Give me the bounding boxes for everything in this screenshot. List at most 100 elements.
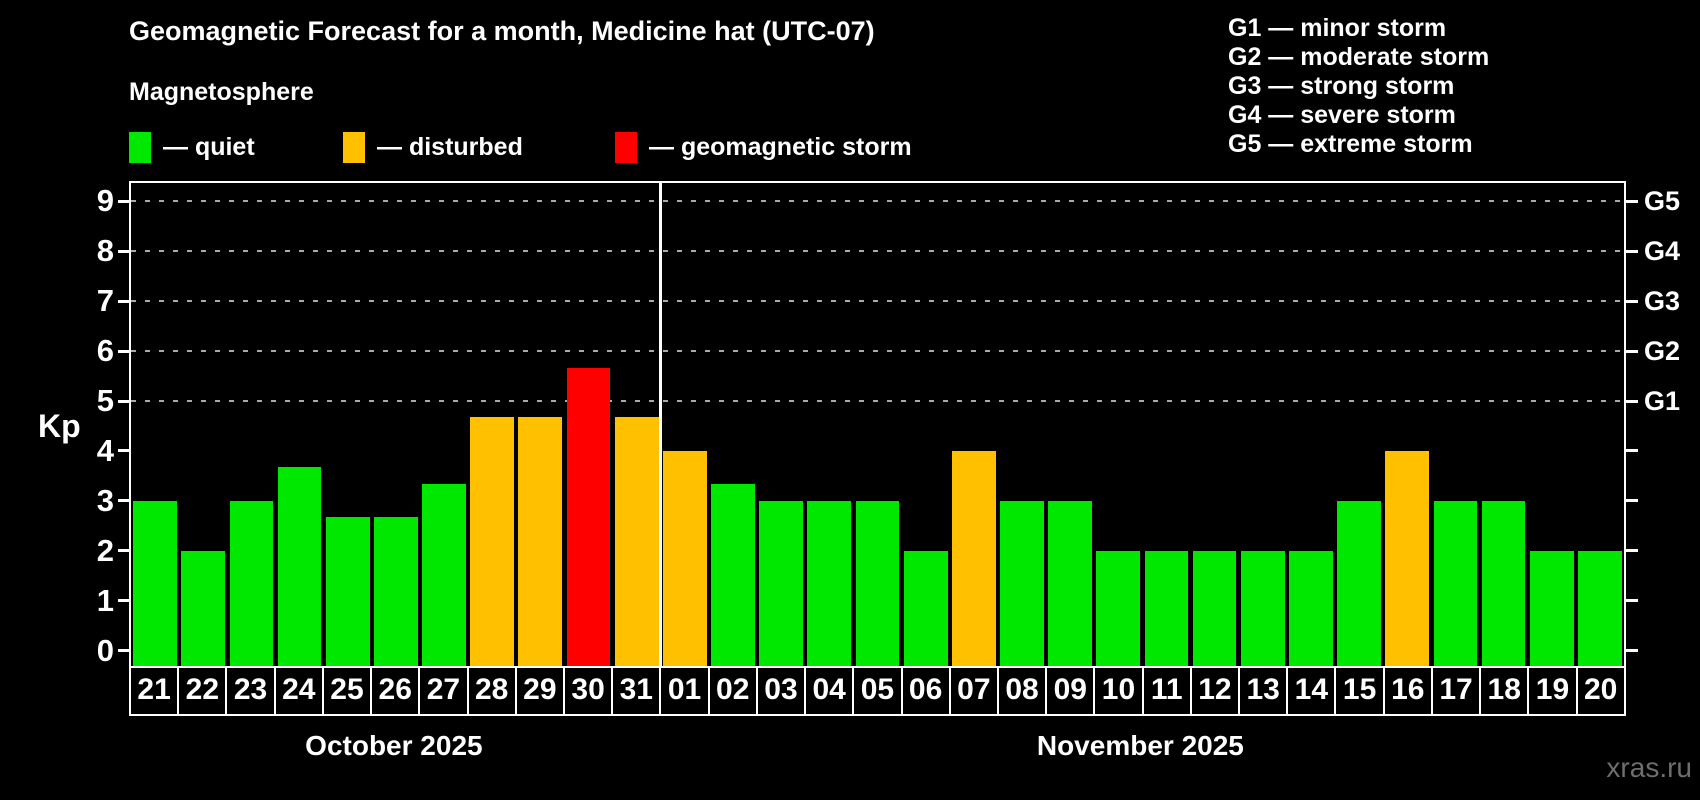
y-tick-label: 4	[96, 432, 114, 468]
kp-bar-november-03	[759, 500, 804, 667]
kp-bar-november-02	[711, 484, 755, 667]
y-axis-tick	[118, 549, 130, 553]
kp-bar-october-26	[374, 517, 418, 667]
watermark: xras.ru	[1606, 752, 1692, 783]
right-axis-tick	[1626, 599, 1638, 603]
legend-item-quiet: — quiet	[129, 130, 255, 164]
y-axis-tick	[118, 349, 130, 353]
date-label-30: 30	[565, 668, 614, 714]
date-label-27: 27	[420, 668, 469, 714]
kp-bar-october-30	[566, 367, 611, 667]
legend-item-storm: — geomagnetic storm	[615, 130, 912, 164]
date-label-26: 26	[372, 668, 421, 714]
kp-bar-october-28	[470, 417, 515, 667]
gridline-kp8	[131, 250, 1624, 253]
kp-bar-november-18	[1481, 500, 1526, 667]
date-label-17: 17	[1433, 668, 1482, 714]
gridline-kp9	[131, 200, 1624, 203]
y-tick-label: 5	[96, 383, 114, 418]
storm-scale-item-g4: G4 — severe storm	[1228, 101, 1456, 129]
date-label-05: 05	[854, 668, 903, 714]
month-label: November 2025	[1036, 730, 1244, 761]
kp-bar-october-22	[181, 550, 226, 667]
right-axis-label-G1: G1	[1644, 386, 1681, 416]
storm-scale-legend: G1 — minor storm G2 — moderate storm G3 — …	[1228, 14, 1489, 159]
right-axis-tick	[1626, 399, 1638, 403]
date-label-23: 23	[227, 668, 276, 714]
chart-title: Geomagnetic Forecast for a month, Medici…	[129, 16, 875, 46]
right-axis-tick	[1626, 499, 1638, 503]
legend-swatch-storm	[615, 131, 637, 163]
chart-subtitle: Magnetosphere	[129, 78, 314, 106]
kp-bar-october-27	[422, 484, 466, 667]
y-axis-tick	[118, 599, 130, 603]
kp-bar-november-01	[662, 450, 707, 667]
kp-bar-october-21	[133, 500, 177, 667]
date-label-22: 22	[179, 668, 228, 714]
date-label-13: 13	[1240, 668, 1289, 714]
date-label-10: 10	[1095, 668, 1144, 714]
date-label-25: 25	[324, 668, 373, 714]
date-label-20: 20	[1583, 673, 1618, 706]
date-label-06: 06	[903, 668, 951, 714]
date-label-21: 21	[131, 668, 180, 714]
right-axis-tick	[1626, 549, 1638, 553]
right-axis-tick	[1626, 299, 1638, 303]
y-tick-label: 8	[96, 233, 114, 269]
kp-bar-november-07	[951, 450, 996, 667]
date-label-19: 19	[1529, 668, 1578, 714]
kp-bar-november-11	[1144, 550, 1189, 667]
y-axis-label: Kp	[38, 408, 81, 444]
kp-bar-november-14	[1289, 550, 1333, 667]
date-label-15: 15	[1336, 668, 1385, 714]
right-axis-label-G4: G4	[1644, 236, 1681, 267]
kp-bar-november-16	[1385, 450, 1430, 667]
kp-bar-november-06	[903, 550, 948, 667]
y-axis-tick	[118, 199, 130, 203]
kp-bar-november-08	[1000, 500, 1044, 667]
gridline-kp6	[131, 350, 1624, 353]
right-axis-label-G3: G3	[1644, 286, 1681, 317]
storm-scale-item-g2: G2 — moderate storm	[1228, 43, 1490, 71]
plot-area	[129, 181, 1626, 667]
y-axis-tick	[118, 449, 130, 453]
legend-label-disturbed: — disturbed	[377, 132, 523, 161]
y-axis-tick	[118, 499, 130, 503]
kp-bar-november-05	[855, 500, 900, 667]
kp-bar-november-12	[1192, 550, 1237, 667]
legend-swatch-disturbed	[343, 131, 365, 163]
storm-scale-item-g1: G1 — minor storm	[1228, 14, 1447, 42]
date-label-31: 31	[613, 668, 662, 714]
y-axis-tick	[118, 299, 130, 303]
legend-label-storm: — geomagnetic storm	[649, 132, 912, 161]
date-label-03: 03	[758, 668, 807, 714]
right-axis-tick	[1626, 349, 1638, 353]
y-tick-label: 0	[96, 632, 114, 668]
date-label-12: 12	[1192, 668, 1241, 714]
right-axis-tick	[1626, 249, 1638, 253]
y-tick-label: 2	[96, 532, 114, 568]
kp-bar-october-31	[614, 417, 659, 667]
legend-swatch-quiet	[129, 131, 151, 163]
kp-bar-november-19	[1529, 550, 1574, 667]
kp-bar-november-04	[807, 500, 852, 667]
right-axis-tick	[1626, 199, 1638, 203]
date-label-01: 01	[661, 668, 710, 714]
legend-label-quiet: — quiet	[163, 132, 255, 161]
month-divider	[659, 183, 663, 667]
y-tick-label: 3	[96, 482, 114, 518]
y-tick-label: 6	[96, 333, 114, 369]
kp-bar-november-10	[1096, 550, 1141, 667]
kp-bar-november-20	[1578, 550, 1622, 667]
gridline-kp5	[131, 400, 1624, 402]
y-axis-tick	[118, 399, 130, 403]
kp-bar-november-09	[1048, 500, 1092, 667]
y-tick-label: 7	[96, 283, 114, 319]
kp-bar-october-25	[325, 517, 370, 667]
y-axis-tick	[118, 249, 130, 253]
date-label-02: 02	[710, 668, 758, 714]
date-label-09: 09	[1047, 668, 1096, 714]
date-label-29: 29	[517, 668, 565, 714]
kp-bar-november-15	[1337, 500, 1381, 667]
